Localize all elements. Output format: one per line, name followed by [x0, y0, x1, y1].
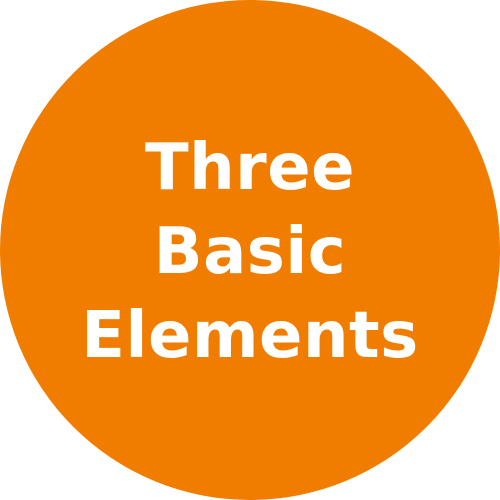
badge-title: Three Basic Elements	[81, 126, 418, 378]
badge-line-2: Basic	[153, 215, 347, 289]
badge-line-3: Elements	[81, 299, 419, 373]
badge-line-1: Three	[144, 131, 356, 205]
